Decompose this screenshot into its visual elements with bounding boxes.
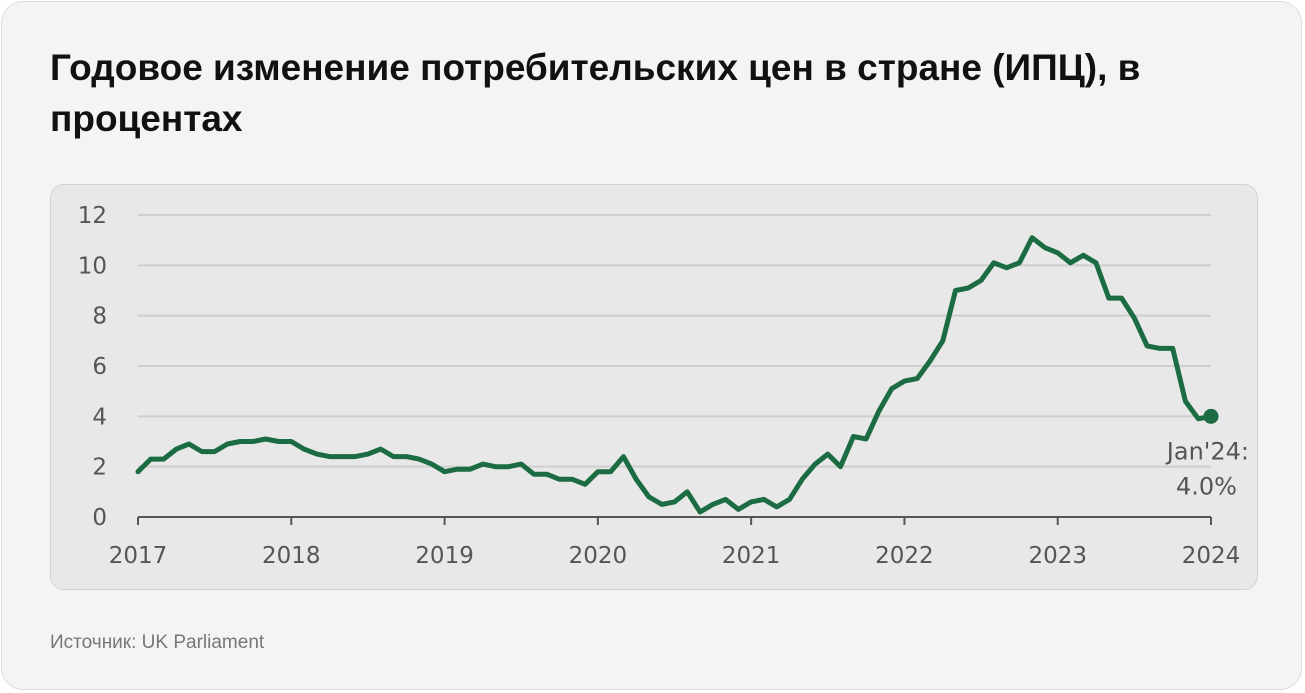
x-tick-label-2022: 2022 xyxy=(875,543,934,569)
chart-panel: 0 2 4 6 8 10 12 2017 2018 2019 2020 2021 2022 2023 20… xyxy=(50,184,1258,590)
x-tick-label-2018: 2018 xyxy=(262,543,321,569)
x-tick-label-2017: 2017 xyxy=(109,543,168,569)
x-tick-label-2023: 2023 xyxy=(1028,543,1087,569)
series-layer xyxy=(135,235,1219,515)
y-tick-label-12: 12 xyxy=(78,203,107,229)
y-tick-label-0: 0 xyxy=(92,505,107,531)
source-note: Источник: UK Parliament xyxy=(50,632,265,653)
y-tick-label-10: 10 xyxy=(78,253,107,279)
y-tick-labels: 0 2 4 6 8 10 12 xyxy=(78,203,107,531)
annotation-layer: Jan'24: 4.0% xyxy=(1165,437,1249,500)
series-line-0 xyxy=(135,235,1214,515)
annotation-date: Jan'24: xyxy=(1165,437,1249,465)
y-tick-label-8: 8 xyxy=(92,304,107,330)
x-tick-label-2019: 2019 xyxy=(415,543,474,569)
x-tick-labels: 2017 2018 2019 2020 2021 2022 2023 2024 xyxy=(109,543,1241,569)
x-tick-label-2020: 2020 xyxy=(569,543,628,569)
chart-title: Годовое изменение потребительских цен в … xyxy=(50,47,1141,139)
y-tick-label-4: 4 xyxy=(92,404,107,430)
y-tick-label-2: 2 xyxy=(92,455,107,481)
x-tick-label-2024: 2024 xyxy=(1182,543,1241,569)
x-tick-label-2021: 2021 xyxy=(722,543,781,569)
annotation-value: 4.0% xyxy=(1176,472,1237,500)
y-tick-label-6: 6 xyxy=(92,354,107,380)
x-axis xyxy=(137,516,1212,525)
grid-lines xyxy=(138,214,1211,468)
last-point-marker xyxy=(1203,408,1219,424)
